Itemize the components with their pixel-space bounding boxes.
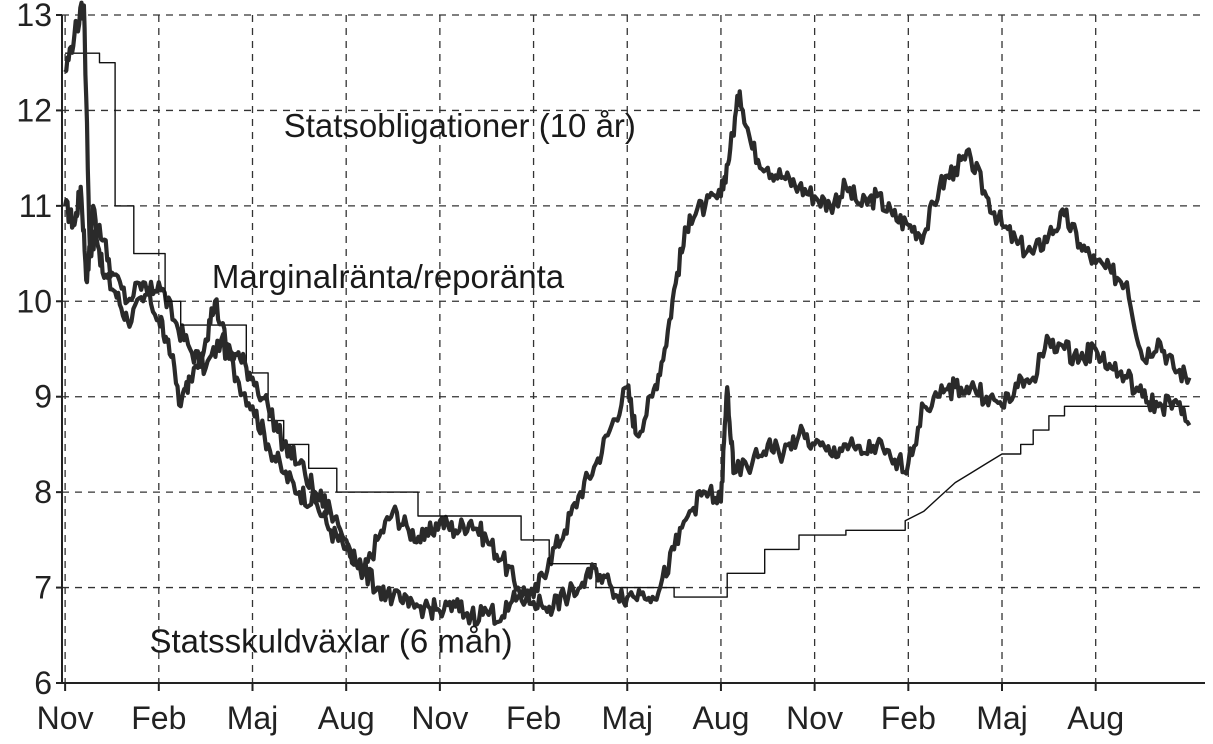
annotations: Statsobligationer (10 år) Marginalränta/r… [149,107,635,659]
x-tick-label-9: Feb [881,700,936,736]
y-tick-label-1: 7 [34,570,52,606]
series-annotation-0: Statsobligationer (10 år) [284,107,636,144]
y-tick-labels: 6 7 8 9 10 11 12 13 [16,0,52,701]
series-layer [63,0,1192,627]
x-tick-label-0: Nov [37,700,94,736]
series-line-0 [63,89,1192,603]
x-tick-label-8: Nov [786,700,843,736]
y-tick-label-7: 13 [16,0,52,33]
x-tick-label-1: Feb [131,700,186,736]
y-tick-label-2: 8 [34,474,52,510]
x-tick-label-2: Maj [227,700,279,736]
axes [56,14,1205,691]
x-tick-labels: Nov Feb Maj Aug Nov Feb Maj Aug Nov Feb Maj Aug [37,700,1124,736]
x-tick-label-3: Aug [318,700,375,736]
x-tick-label-11: Aug [1067,700,1124,736]
x-tick-label-4: Nov [411,700,468,736]
y-tick-label-3: 9 [34,379,52,415]
series-annotation-1: Marginalränta/reporänta [212,258,565,295]
x-tick-label-10: Maj [976,700,1028,736]
y-tick-label-6: 12 [16,92,52,128]
y-tick-label-0: 6 [34,665,52,701]
x-tick-label-6: Maj [601,700,653,736]
series-annotation-2: Statsskuldväxlar (6 måh) [149,622,512,659]
y-tick-label-4: 10 [16,283,52,319]
x-tick-label-7: Aug [692,700,749,736]
x-tick-label-5: Feb [506,700,561,736]
y-tick-label-5: 11 [19,188,52,224]
series-line-2 [63,0,1192,627]
